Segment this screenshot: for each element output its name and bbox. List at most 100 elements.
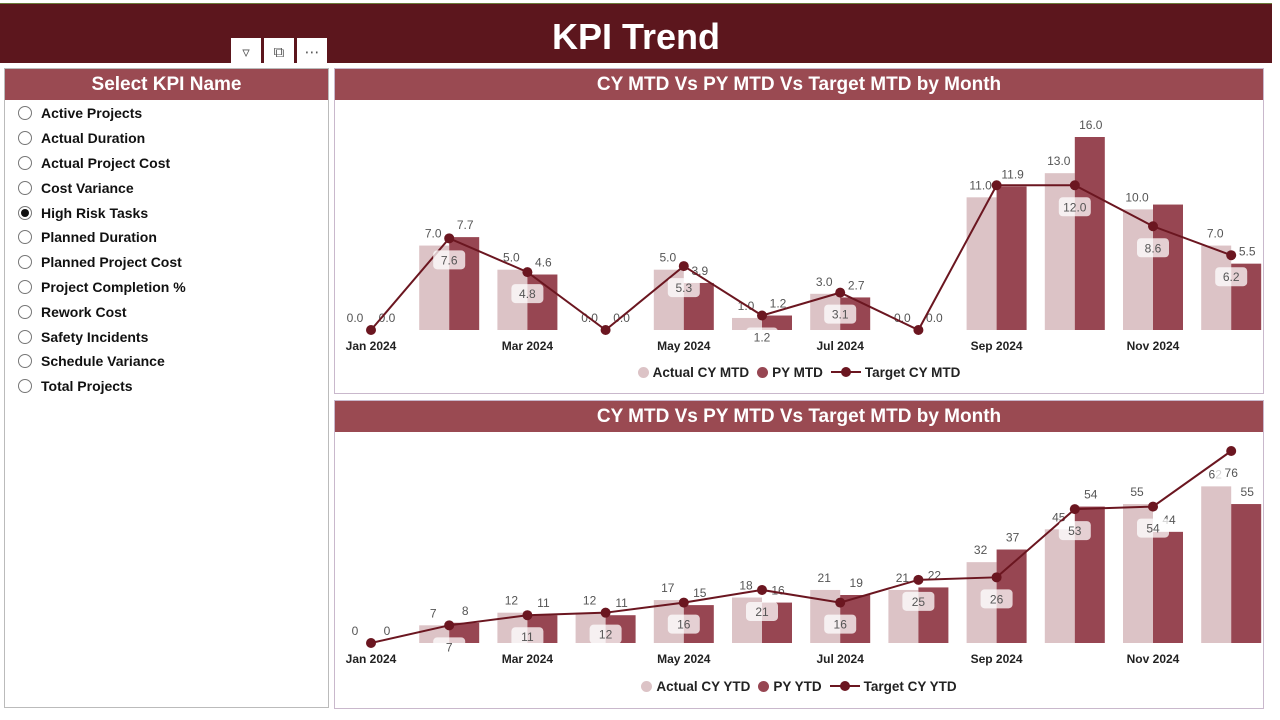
data-label-box [1215, 267, 1248, 287]
x-tick-label: Mar 2024 [502, 339, 554, 353]
legend-item-py[interactable]: PY YTD [758, 679, 822, 694]
data-label-py: 0.0 [926, 311, 943, 325]
target-point [444, 620, 455, 631]
chart-title: CY MTD Vs PY MTD Vs Target MTD by Month [335, 69, 1263, 100]
data-label-actual: 5.0 [659, 251, 676, 265]
slicer-item[interactable]: Total Projects [5, 374, 328, 399]
kpi-slicer: Select KPI Name Active Projects Actual Du… [4, 68, 329, 708]
data-label-box [511, 627, 544, 647]
chart-legend: Actual CY YTD PY YTD Target CY YTD [335, 679, 1263, 694]
slicer-item[interactable]: Active Projects [5, 101, 328, 126]
target-point [1148, 221, 1158, 232]
slicer-item[interactable]: Planned Project Cost [5, 250, 328, 275]
slicer-item[interactable]: Schedule Variance [5, 349, 328, 374]
target-point [366, 638, 376, 648]
radio-button[interactable] [18, 106, 32, 121]
data-label-box [511, 284, 544, 304]
radio-button[interactable] [18, 255, 32, 270]
slicer-item-label: Rework Cost [41, 303, 127, 320]
data-label-py: 15 [693, 586, 707, 600]
data-label-box [1137, 518, 1169, 538]
data-label-actual: 7.0 [1207, 227, 1224, 241]
legend-label: Target CY MTD [864, 365, 961, 380]
legend-label: Actual CY YTD [656, 679, 751, 694]
filter-icon[interactable]: ▿ [231, 38, 261, 65]
slicer-item[interactable]: Cost Variance [5, 175, 328, 200]
slicer-item-label: Schedule Variance [41, 353, 165, 370]
focus-mode-icon[interactable]: ⧉ [264, 38, 294, 65]
data-label-actual: 11.0 [969, 178, 992, 192]
slicer-item[interactable]: Rework Cost [5, 299, 328, 324]
data-label-py: 11 [615, 596, 628, 610]
chart-legend: Actual CY MTD PY MTD Target CY MTD [335, 365, 1263, 380]
data-label-box [1137, 238, 1169, 258]
more-options-icon[interactable]: ⋯ [297, 38, 327, 65]
target-point [757, 310, 767, 321]
radio-button[interactable] [18, 131, 32, 146]
data-label-box [589, 624, 622, 644]
data-label-target: 54 [1146, 522, 1160, 536]
data-label-py: 16 [771, 584, 785, 598]
data-label-box [980, 589, 1013, 609]
slicer-item[interactable]: High Risk Tasks [5, 200, 328, 225]
slicer-item[interactable]: Safety Incidents [5, 324, 328, 349]
radio-button[interactable] [18, 180, 32, 195]
data-label-py: 2.7 [848, 278, 865, 292]
ytd-chart-panel: CY MTD Vs PY MTD Vs Target MTD by Month … [334, 400, 1264, 709]
radio-button[interactable] [18, 230, 32, 245]
radio-button[interactable] [18, 205, 32, 220]
data-label-target: 6.2 [1223, 270, 1240, 284]
legend-item-actual[interactable]: Actual CY YTD [641, 679, 750, 694]
data-label-py: 54 [1084, 488, 1098, 502]
data-label-target: 16 [677, 618, 691, 632]
target-point [444, 233, 455, 244]
legend-item-py[interactable]: PY MTD [757, 365, 823, 380]
x-tick-label: Jul 2024 [817, 339, 865, 353]
radio-button[interactable] [18, 354, 32, 369]
data-label-actual: 0.0 [347, 311, 364, 325]
slicer-title: Select KPI Name [5, 69, 328, 100]
x-tick-label: Sep 2024 [971, 652, 1023, 666]
target-point [522, 610, 533, 621]
slicer-item[interactable]: Actual Duration [5, 126, 328, 151]
data-label-py: 4.6 [535, 256, 552, 270]
x-tick-label: Nov 2024 [1127, 339, 1180, 353]
mtd-chart-panel: CY MTD Vs PY MTD Vs Target MTD by Month … [334, 68, 1264, 394]
data-label-actual: 13.0 [1047, 154, 1071, 168]
data-label-box [667, 614, 700, 634]
target-point [991, 180, 1002, 191]
data-label-actual: 5.0 [503, 251, 520, 265]
legend-item-target[interactable]: Target CY MTD [830, 365, 961, 380]
data-label-actual: 12 [583, 594, 597, 608]
data-label-py: 37 [1006, 531, 1020, 545]
data-label-actual: 55 [1130, 485, 1144, 499]
slicer-item-label: Active Projects [41, 105, 143, 122]
radio-button[interactable] [18, 379, 32, 394]
data-label-box [667, 278, 700, 298]
slicer-item[interactable]: Project Completion % [5, 275, 328, 300]
radio-button[interactable] [18, 155, 32, 170]
data-label-box [902, 591, 935, 611]
data-label-py: 16.0 [1079, 118, 1103, 132]
data-label-py: 19 [850, 576, 864, 590]
slicer-item-label: Project Completion % [41, 278, 186, 295]
data-label-target: 26 [990, 592, 1004, 606]
data-label-target: 12.0 [1063, 200, 1087, 214]
slicer-item[interactable]: Planned Duration [5, 225, 328, 250]
data-label-actual: 21 [818, 571, 832, 585]
legend-item-target[interactable]: Target CY YTD [829, 679, 957, 694]
bar-actual [1201, 245, 1232, 330]
slicer-item[interactable]: Actual Project Cost [5, 151, 328, 176]
radio-button[interactable] [18, 304, 32, 319]
bar-actual [1044, 173, 1075, 330]
legend-item-actual[interactable]: Actual CY MTD [637, 365, 749, 380]
target-point [366, 325, 376, 335]
radio-button[interactable] [18, 279, 32, 294]
radio-button[interactable] [18, 329, 32, 344]
target-point [913, 325, 924, 335]
data-label-actual: 17 [661, 581, 675, 595]
data-label-target: 53 [1068, 524, 1082, 538]
bar-actual [966, 197, 997, 330]
bar-actual [1123, 209, 1153, 330]
